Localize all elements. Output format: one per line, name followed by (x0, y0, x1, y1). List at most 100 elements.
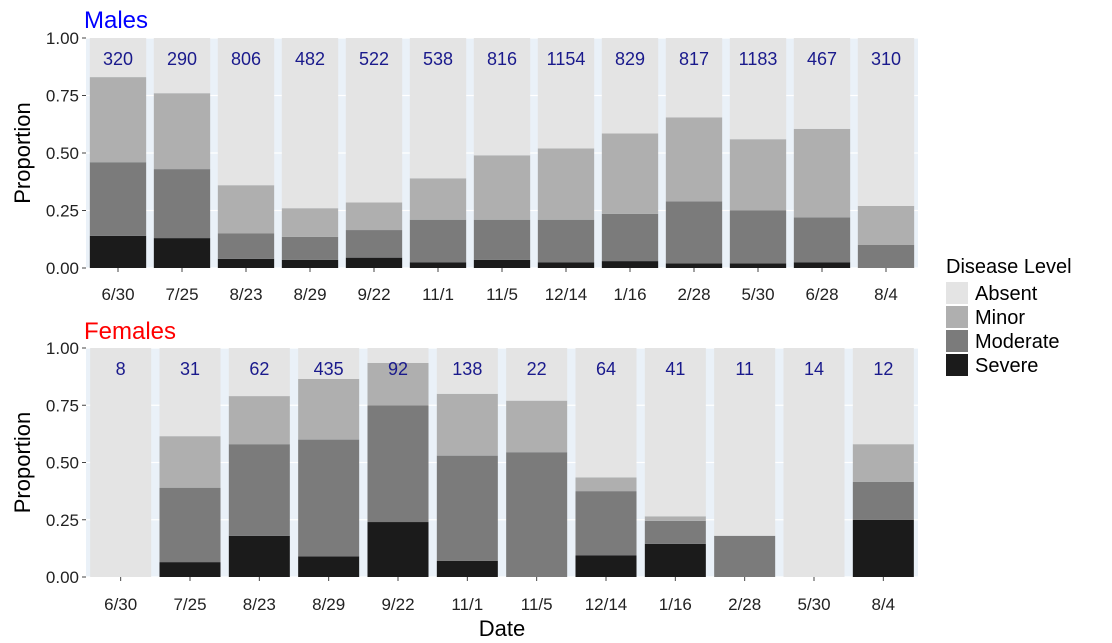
males-bar-absent (281, 38, 339, 209)
males-bar-absent (473, 38, 531, 156)
males-bar-absent (409, 38, 467, 179)
males-bar-moderate (537, 219, 595, 263)
males-bar-moderate (601, 213, 659, 262)
legend-title: Disease Level (946, 256, 1072, 278)
females-x-tick-label: 8/23 (243, 595, 276, 614)
males-x-tick-label: 7/25 (165, 285, 198, 304)
males-bar-severe (665, 263, 723, 268)
females-bar-moderate (506, 452, 568, 577)
males-bar-moderate (665, 201, 723, 264)
males-bar-absent (537, 38, 595, 149)
females-bar-moderate (298, 439, 360, 557)
females-bar-absent (852, 348, 914, 445)
females-count-label: 31 (180, 359, 200, 379)
females-count-label: 64 (596, 359, 616, 379)
males-count-label: 467 (807, 49, 837, 69)
males-y-tick-label: 0.75 (46, 87, 79, 106)
males-bar-minor (857, 205, 915, 245)
males-count-label: 1183 (739, 49, 778, 69)
males-x-tick-label: 2/28 (677, 285, 710, 304)
females-count-label: 11 (735, 359, 754, 379)
females-x-tick-label: 8/29 (312, 595, 345, 614)
females-bar-absent (298, 348, 360, 379)
females-x-tick-label: 5/30 (797, 595, 830, 614)
males-bar-minor (537, 148, 595, 220)
females-bar-moderate (714, 535, 776, 577)
females-bar-moderate (575, 491, 637, 556)
females-bar-absent (575, 348, 637, 478)
males-count-label: 1154 (547, 49, 586, 69)
males-x-tick-label: 8/4 (874, 285, 898, 304)
females-bar-minor (506, 400, 568, 453)
x-axis-title: Date (479, 616, 525, 641)
legend-label-severe: Severe (975, 355, 1038, 377)
females-bar-severe (367, 522, 429, 577)
males-y-tick-label: 0.50 (46, 144, 79, 163)
males-bar-moderate (409, 219, 467, 263)
females-x-tick-label: 12/14 (585, 595, 628, 614)
legend-swatch-absent (946, 282, 968, 304)
males-bar-moderate (473, 219, 531, 260)
males-bar-minor (281, 208, 339, 237)
males-bar-moderate (281, 236, 339, 260)
males-bar-minor (601, 133, 659, 214)
females-y-axis-label: Proportion (10, 412, 35, 514)
females-x-tick-label: 6/30 (104, 595, 137, 614)
females-bar-moderate (367, 405, 429, 523)
males-count-label: 538 (423, 49, 453, 69)
legend-label-absent: Absent (975, 283, 1038, 305)
males-bar-absent (857, 38, 915, 206)
males-bar-absent (729, 38, 787, 140)
males-bar-severe (601, 261, 659, 268)
females-bar-moderate (228, 444, 290, 536)
females-x-tick-label: 9/22 (381, 595, 414, 614)
males-x-tick-label: 6/28 (805, 285, 838, 304)
males-x-tick-label: 8/23 (229, 285, 262, 304)
males-bar-severe (281, 259, 339, 268)
females-bar-absent (159, 348, 221, 437)
males-bar-moderate (153, 169, 211, 239)
males-count-label: 482 (295, 49, 325, 69)
females-bar-severe (436, 560, 498, 577)
males-count-label: 310 (871, 49, 901, 69)
males-x-tick-label: 9/22 (357, 285, 390, 304)
females-bar-minor (367, 362, 429, 406)
females-bar-absent (367, 348, 429, 363)
females-y-tick-label: 0.50 (46, 454, 79, 473)
males-panel-title: Males (84, 7, 148, 34)
males-bar-moderate (793, 217, 851, 263)
males-bar-severe (537, 262, 595, 268)
females-y-tick-label: 0.25 (46, 511, 79, 530)
males-bar-absent (665, 38, 723, 118)
legend-label-minor: Minor (975, 307, 1025, 329)
males-bar-severe (793, 262, 851, 268)
males-bar-minor (217, 185, 275, 234)
males-bar-absent (153, 38, 211, 94)
legend-swatch-moderate (946, 330, 968, 352)
females-bar-absent (506, 348, 568, 401)
males-x-tick-label: 12/14 (545, 285, 588, 304)
males-bar-absent (601, 38, 659, 134)
males-bar-absent (793, 38, 851, 129)
females-y-tick-label: 1.00 (46, 339, 79, 358)
females-x-tick-label: 11/1 (451, 595, 483, 614)
females-count-label: 12 (873, 359, 893, 379)
females-x-tick-label: 1/16 (659, 595, 692, 614)
females-count-label: 92 (388, 359, 408, 379)
males-bar-severe (345, 257, 403, 268)
females-bar-absent (714, 348, 776, 536)
males-bar-minor (473, 155, 531, 220)
females-x-tick-label: 11/5 (521, 595, 553, 614)
males-bar-minor (153, 93, 211, 170)
males-bar-moderate (857, 245, 915, 268)
males-count-label: 806 (231, 49, 261, 69)
females-bar-minor (228, 396, 290, 445)
females-bar-severe (159, 562, 221, 577)
males-bar-moderate (89, 162, 147, 236)
legend-label-moderate: Moderate (975, 331, 1060, 353)
males-count-label: 320 (103, 49, 133, 69)
males-bar-minor (89, 77, 147, 163)
females-y-tick-label: 0.75 (46, 396, 79, 415)
males-x-tick-label: 11/1 (422, 285, 454, 304)
